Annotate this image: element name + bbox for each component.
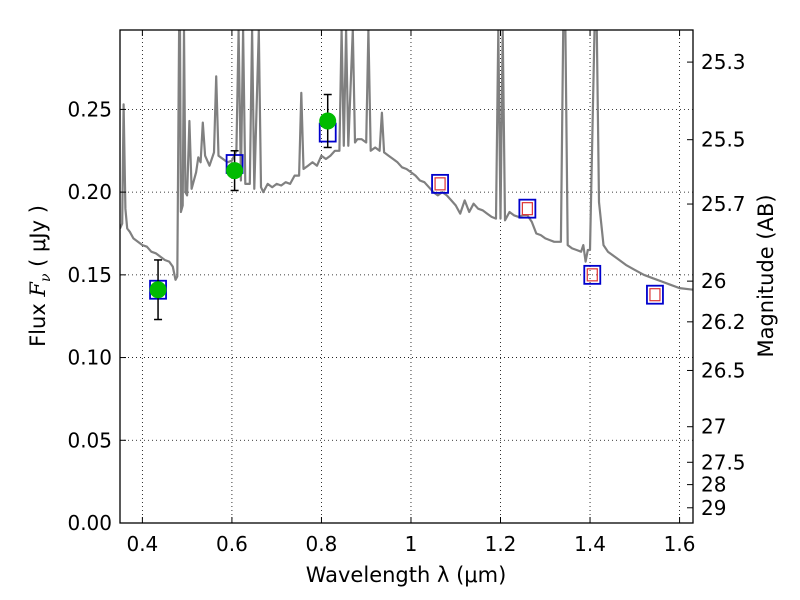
model-point-red-square [649,288,661,302]
model-point-red-square [521,202,533,216]
plot-background [120,30,693,523]
mag-tick-label: 29 [701,496,726,520]
mag-tick-label: 27.5 [701,450,746,474]
y-axis-title-subscript: ν [38,273,54,282]
mag-tick-label: 26.5 [701,358,746,382]
axis-ticks: 0.4 0.6 0.8 1 1.2 1.4 1.6 0.00 0.05 0.10 0.15 0.20 0… [67,30,746,556]
y-tick-label: 0.10 [67,346,112,370]
x-tick-label: 0.8 [306,532,338,556]
y-tick-label: 0.15 [67,263,112,287]
observed-point-green-circle [149,281,167,299]
x-tick-label: 1.2 [485,532,517,556]
plot-frame [119,29,694,524]
mag-tick-label: 25.3 [701,50,746,74]
model-point-blue-square [646,284,664,305]
y-tick-label: 0.00 [67,511,112,535]
mag-tick-label: 25.7 [701,192,746,216]
y2-axis-title: Magnitude (AB) [754,194,778,357]
model-spectrum [120,30,693,291]
y-tick-label: 0.20 [67,180,112,204]
y-axis-title-symbol: F [26,281,50,298]
x-axis-title: Wavelength λ (μm) [306,563,507,587]
model-point-blue-square [431,173,449,194]
mag-tick-label: 26 [701,269,726,293]
y-tick-label: 0.25 [67,97,112,121]
mag-tick-label: 27 [701,415,726,439]
x-tick-label: 1 [405,532,418,556]
model-spectrum-line [120,30,693,291]
x-tick-label: 1.4 [574,532,606,556]
y-axis-title-prefix: Flux [26,297,50,347]
mag-tick-label: 28 [701,473,726,497]
mag-tick-label: 26.2 [701,310,746,334]
model-point-blue-square [583,264,602,285]
x-tick-label: 0.6 [216,532,248,556]
mag-tick-label: 25.5 [701,128,746,152]
model-point-blue-square [518,198,537,219]
model-point-red-square [586,268,598,282]
observed-point-green-circle [226,162,244,180]
y-tick-label: 0.05 [67,428,112,452]
y-axis-title-unit: ( μJy ) [26,205,50,273]
x-tick-label: 0.4 [126,532,158,556]
photometry-points [149,93,664,321]
x-tick-label: 1.6 [664,532,696,556]
observed-point-green-circle [319,112,337,130]
model-point-red-square [434,177,446,191]
y-axis-title: Flux Fν ( μJy ) [26,205,54,347]
